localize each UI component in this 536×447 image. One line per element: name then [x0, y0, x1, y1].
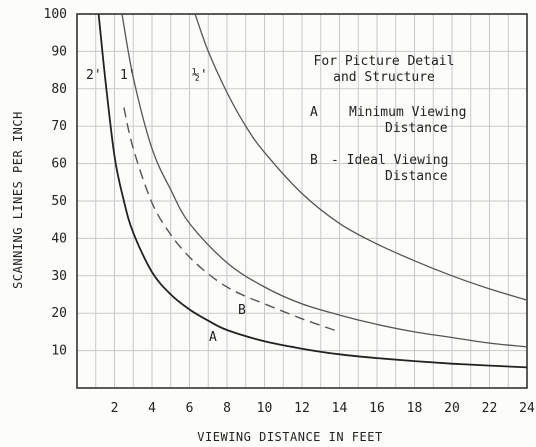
y-tick-label: 40 — [51, 231, 67, 246]
axes — [76, 13, 528, 389]
grid — [77, 14, 527, 388]
legend-title-line-2: and Structure — [333, 70, 435, 85]
labels-group: VIEWING DISTANCE IN FEET SCANNING LINES … — [11, 54, 466, 444]
series-label-half-ft: ½' — [192, 68, 208, 83]
legend-title-line-1: For Picture Detail — [314, 54, 455, 69]
x-tick-label: 8 — [223, 401, 231, 416]
y-tick-label: 10 — [51, 344, 67, 359]
x-tick-label: 18 — [407, 401, 423, 416]
x-tick-label: 10 — [257, 401, 273, 416]
x-tick-label: 16 — [369, 401, 385, 416]
legend-item-b-line-1: - Ideal Viewing — [331, 153, 448, 168]
legend-item-a-line-1: Minimum Viewing — [349, 105, 466, 120]
ticks: 2 4 6 8 10 12 14 16 18 20 22 2410203040506070809010… — [44, 7, 535, 416]
series-label-1ft: 1' — [120, 68, 136, 83]
x-tick-label: 12 — [294, 401, 310, 416]
series-line-1 — [97, 13, 528, 369]
series-group — [97, 13, 528, 369]
x-axis-label: VIEWING DISTANCE IN FEET — [197, 430, 382, 444]
y-tick-label: 30 — [51, 269, 67, 284]
plot-frame — [76, 13, 528, 389]
y-tick-label: 20 — [51, 306, 67, 321]
series-line-3 — [121, 13, 528, 348]
x-tick-label: 22 — [482, 401, 498, 416]
y-tick-label: 100 — [44, 7, 67, 22]
x-tick-label: 4 — [148, 401, 156, 416]
curve-label-a: A — [209, 330, 217, 345]
legend-item-b-key: B — [310, 153, 318, 168]
series-label-2ft: 2' — [86, 68, 102, 83]
x-tick-label: 14 — [332, 401, 348, 416]
x-tick-label: 2 — [111, 401, 119, 416]
y-axis-label: SCANNING LINES PER INCH — [11, 111, 25, 289]
x-tick-label: 24 — [519, 401, 535, 416]
y-tick-label: 90 — [51, 44, 67, 59]
legend-item-b-line-2: Distance — [385, 169, 448, 184]
series-line-2 — [123, 107, 340, 333]
y-tick-label: 70 — [51, 119, 67, 134]
curve-label-b: B — [238, 303, 246, 318]
x-tick-label: 20 — [444, 401, 460, 416]
y-tick-label: 60 — [51, 157, 67, 172]
x-tick-label: 6 — [186, 401, 194, 416]
series-line-4 — [194, 13, 528, 301]
y-tick-label: 80 — [51, 82, 67, 97]
y-tick-label: 50 — [51, 194, 67, 209]
legend-item-a-key: A — [310, 105, 318, 120]
legend-item-a-line-2: Distance — [385, 121, 448, 136]
